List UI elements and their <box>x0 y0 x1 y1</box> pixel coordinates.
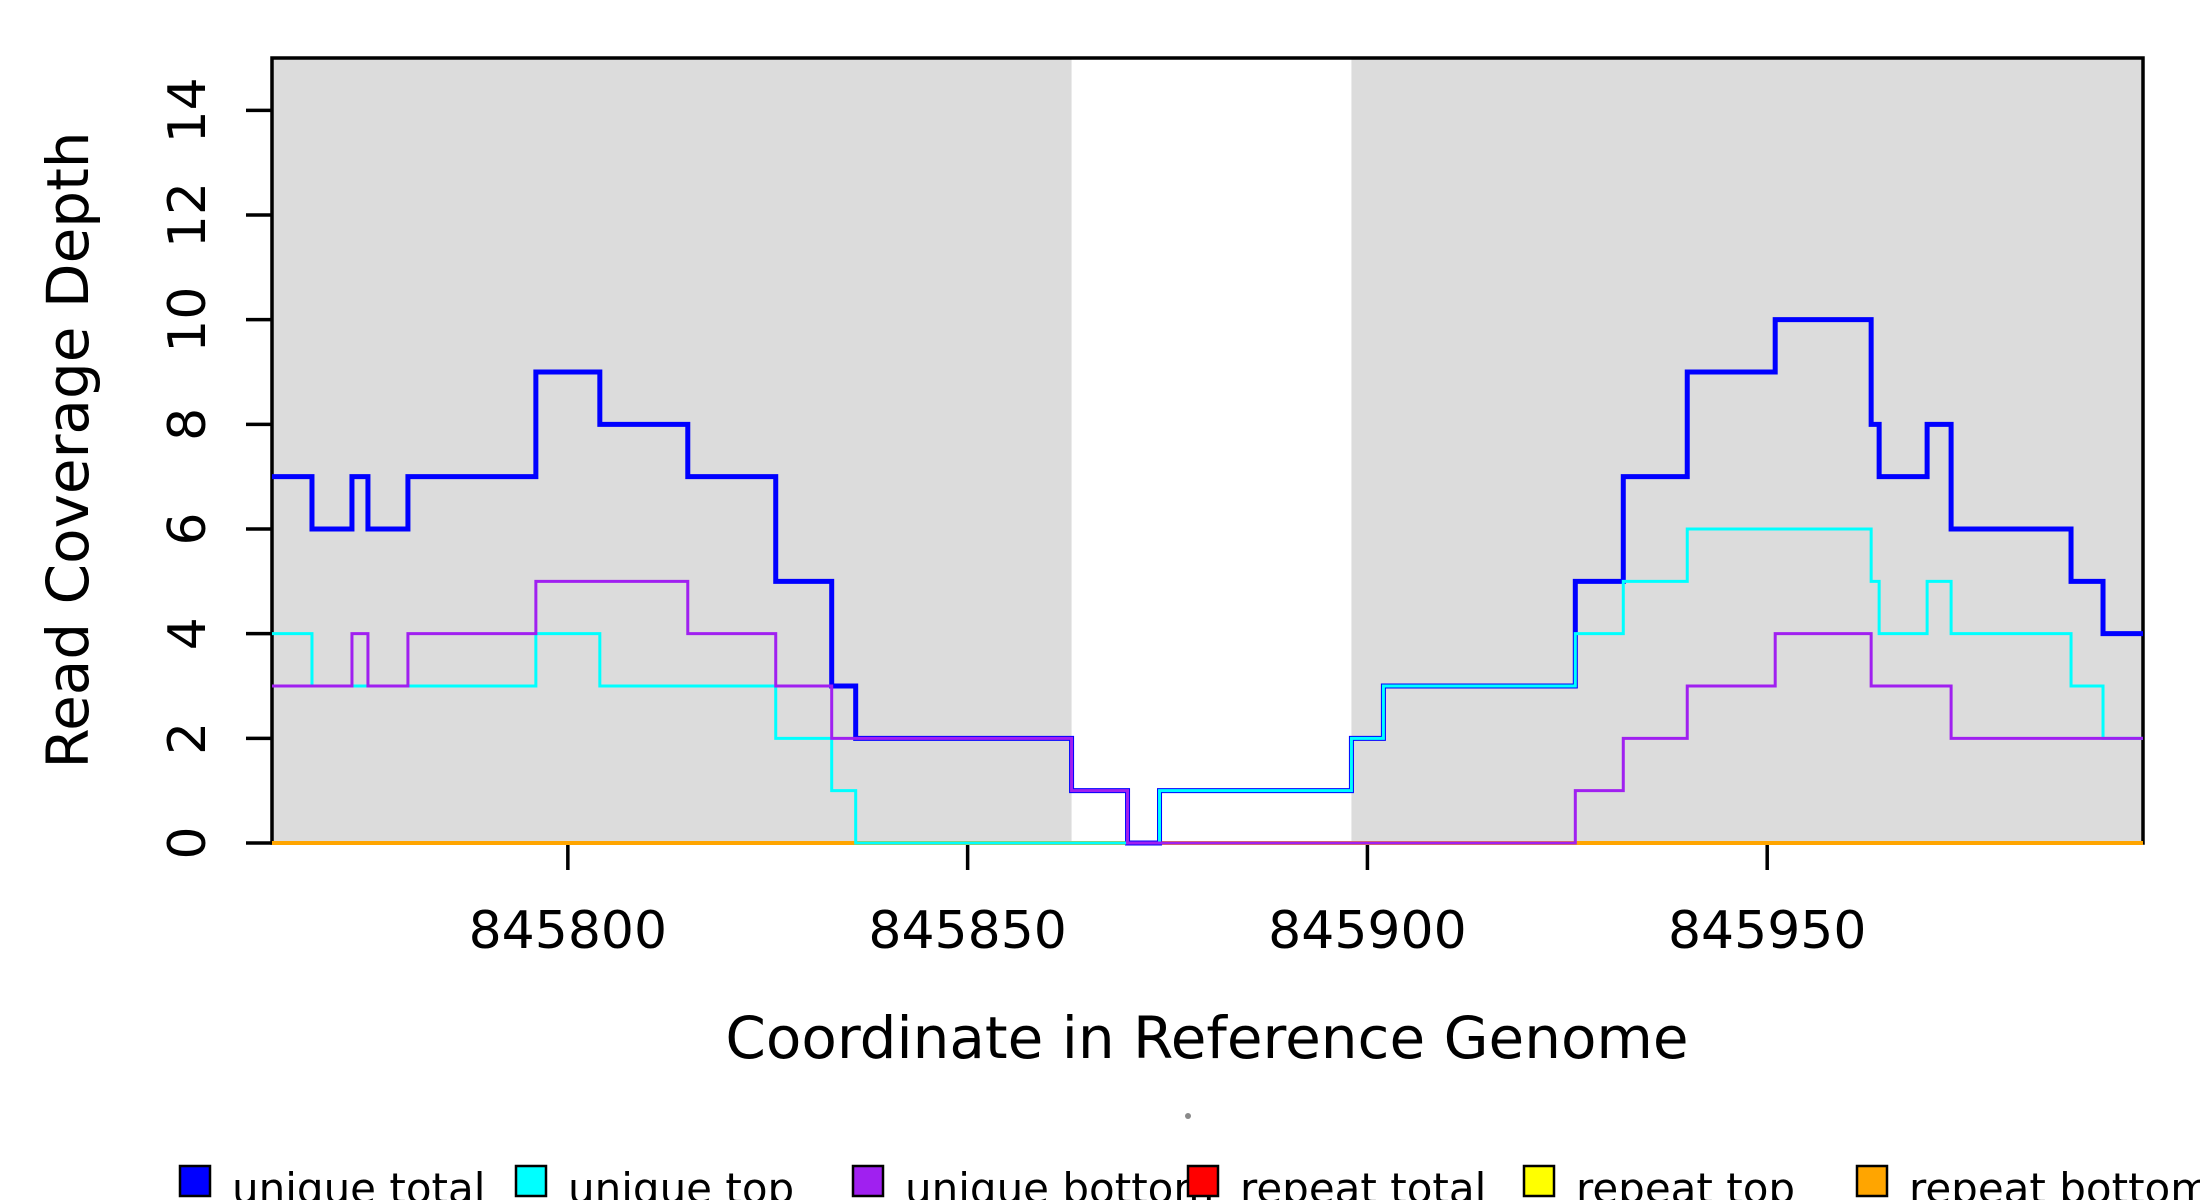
series-line-group <box>272 317 2143 846</box>
legend-item-repeat-top: repeat top <box>1522 1164 1795 1200</box>
x-tick-label: 845950 <box>1668 901 1867 961</box>
y-axis: 0 2 4 6 8 10 12 14 <box>158 77 272 860</box>
legend-label: unique top <box>568 1164 794 1200</box>
legend-swatch-repeat-bottom <box>1855 1164 1889 1198</box>
y-tick-label: 2 <box>158 722 218 755</box>
series-line-unique-bottom <box>272 579 2143 845</box>
legend-item-repeat-total: repeat total <box>1186 1164 1486 1200</box>
legend-swatch-unique-top <box>514 1164 548 1198</box>
legend: unique total unique top unique bottom repea… <box>178 1164 2200 1200</box>
x-tick-label: 845850 <box>868 901 1067 961</box>
legend-item-unique-total: unique total <box>178 1164 485 1200</box>
legend-item-unique-top: unique top <box>514 1164 794 1200</box>
y-axis-title: Read Coverage Depth <box>34 131 102 768</box>
y-tick-label: 12 <box>158 182 218 248</box>
legend-label: repeat bottom <box>1909 1164 2200 1200</box>
y-tick-label: 0 <box>158 826 218 859</box>
legend-label: unique bottom <box>905 1164 1214 1200</box>
legend-swatch-unique-total <box>178 1164 212 1198</box>
y-tick-label: 6 <box>158 512 218 545</box>
shaded-region-1 <box>1351 58 2143 843</box>
y-tick-label: 4 <box>158 617 218 650</box>
shaded-region-0 <box>272 58 1072 843</box>
shaded-region-group <box>272 58 2143 843</box>
legend-label: repeat total <box>1240 1164 1486 1200</box>
y-tick-label: 14 <box>158 77 218 143</box>
x-axis: 845800 845850 845900 845950 <box>469 843 1867 961</box>
x-tick-label: 845900 <box>1268 901 1467 961</box>
stray-mark <box>1185 1113 1191 1119</box>
x-axis-title: Coordinate in Reference Genome <box>725 1004 1688 1072</box>
legend-swatch-repeat-total <box>1186 1164 1220 1198</box>
series-line-unique-top <box>272 527 2143 845</box>
legend-item-repeat-bottom: repeat bottom <box>1855 1164 2200 1200</box>
legend-label: unique total <box>232 1164 485 1200</box>
legend-item-unique-bottom: unique bottom <box>851 1164 1214 1200</box>
y-tick-label: 8 <box>158 408 218 441</box>
legend-swatch-unique-bottom <box>851 1164 885 1198</box>
x-tick-label: 845800 <box>469 901 668 961</box>
legend-swatch-repeat-top <box>1522 1164 1556 1198</box>
legend-label: repeat top <box>1576 1164 1795 1200</box>
y-tick-label: 10 <box>158 287 218 353</box>
